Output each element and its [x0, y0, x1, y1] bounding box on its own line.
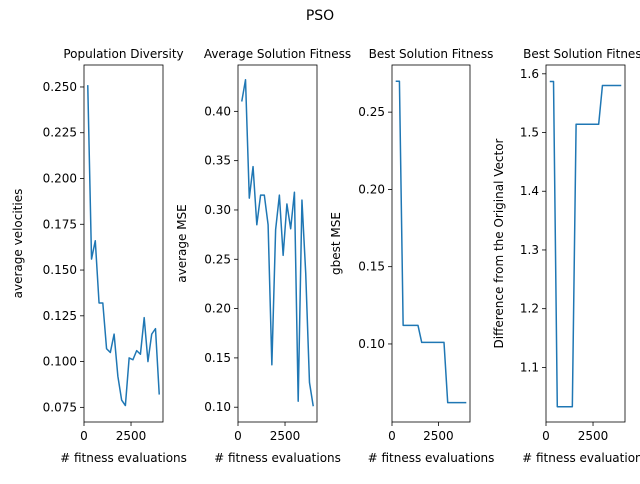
y-tick-label: 0.100	[43, 355, 77, 369]
y-tick-label: 1.3	[520, 243, 539, 257]
y-tick-label: 0.200	[43, 172, 77, 186]
x-tick-label: 2500	[270, 429, 301, 443]
x-tick-label: 2500	[116, 429, 147, 443]
y-axis-label: average velocities	[11, 189, 25, 299]
y-tick-label: 1.2	[520, 302, 539, 316]
x-axis-label: # fitness evaluations	[214, 451, 341, 465]
series-line-1	[87, 85, 160, 407]
x-axis-label: # fitness evaluations	[522, 451, 640, 465]
series-line-1	[549, 80, 622, 408]
series-line-1	[395, 80, 467, 404]
y-tick-label: 0.30	[204, 203, 231, 217]
y-tick-label: 0.15	[204, 351, 231, 365]
y-tick-label: 0.225	[43, 126, 77, 140]
y-tick-label: 0.125	[43, 309, 77, 323]
y-tick-label: 0.25	[204, 252, 231, 266]
axes-frame	[545, 64, 626, 423]
subplot-2: Average Solution Fitness 0.10 0.15 0.20 0.25…	[175, 47, 351, 465]
y-tick-label: 0.25	[358, 105, 385, 119]
y-tick-label: 0.075	[43, 400, 77, 414]
y-tick-label: 0.20	[358, 182, 385, 196]
x-tick-label: 2500	[578, 429, 609, 443]
y-axis-label: average MSE	[175, 204, 189, 283]
figure-suptitle: PSO	[305, 8, 335, 24]
x-tick-label: 0	[234, 429, 242, 443]
axes-frame	[237, 64, 318, 423]
subplot-title: Best Solution Fitness	[369, 47, 494, 61]
y-tick-label: 0.10	[204, 400, 231, 414]
series-line-1	[241, 79, 314, 407]
y-tick-label: 1.1	[520, 360, 539, 374]
y-tick-label: 0.40	[204, 104, 231, 118]
y-tick-label: 0.15	[358, 260, 385, 274]
subplot-title: Best Solution Fitness	[523, 47, 640, 61]
y-tick-label: 0.20	[204, 302, 231, 316]
y-axis-label: Difference from the Original Vector	[492, 138, 506, 348]
subplot-title: Average Solution Fitness	[204, 47, 351, 61]
y-tick-label: 0.35	[204, 154, 231, 168]
y-tick-label: 1.4	[520, 184, 539, 198]
y-tick-label: 0.150	[43, 263, 77, 277]
x-tick-label: 0	[80, 429, 88, 443]
x-axis-label: # fitness evaluations	[60, 451, 187, 465]
subplot-3: Best Solution Fitness 0.10 0.15 0.20 0.25 0 25…	[329, 47, 494, 465]
axes-frame	[83, 64, 164, 423]
y-axis-label: gbest MSE	[329, 212, 343, 275]
y-tick-label: 1.5	[520, 126, 539, 140]
subplot-4: Best Solution Fitness 1.1 1.2 1.3 1.4 1.5 1.6 0…	[492, 47, 640, 465]
y-tick-label: 0.175	[43, 217, 77, 231]
x-tick-label: 0	[542, 429, 550, 443]
x-tick-label: 0	[388, 429, 396, 443]
y-tick-label: 0.250	[43, 80, 77, 94]
y-tick-label: 0.10	[358, 337, 385, 351]
subplot-title: Population Diversity	[63, 47, 183, 61]
y-tick-label: 1.6	[520, 67, 539, 81]
x-axis-label: # fitness evaluations	[368, 451, 495, 465]
subplot-1: Population Diversity 0.075 0.100 0.125 0.150…	[11, 47, 187, 465]
x-tick-label: 2500	[423, 429, 454, 443]
axes-frame	[391, 64, 471, 423]
